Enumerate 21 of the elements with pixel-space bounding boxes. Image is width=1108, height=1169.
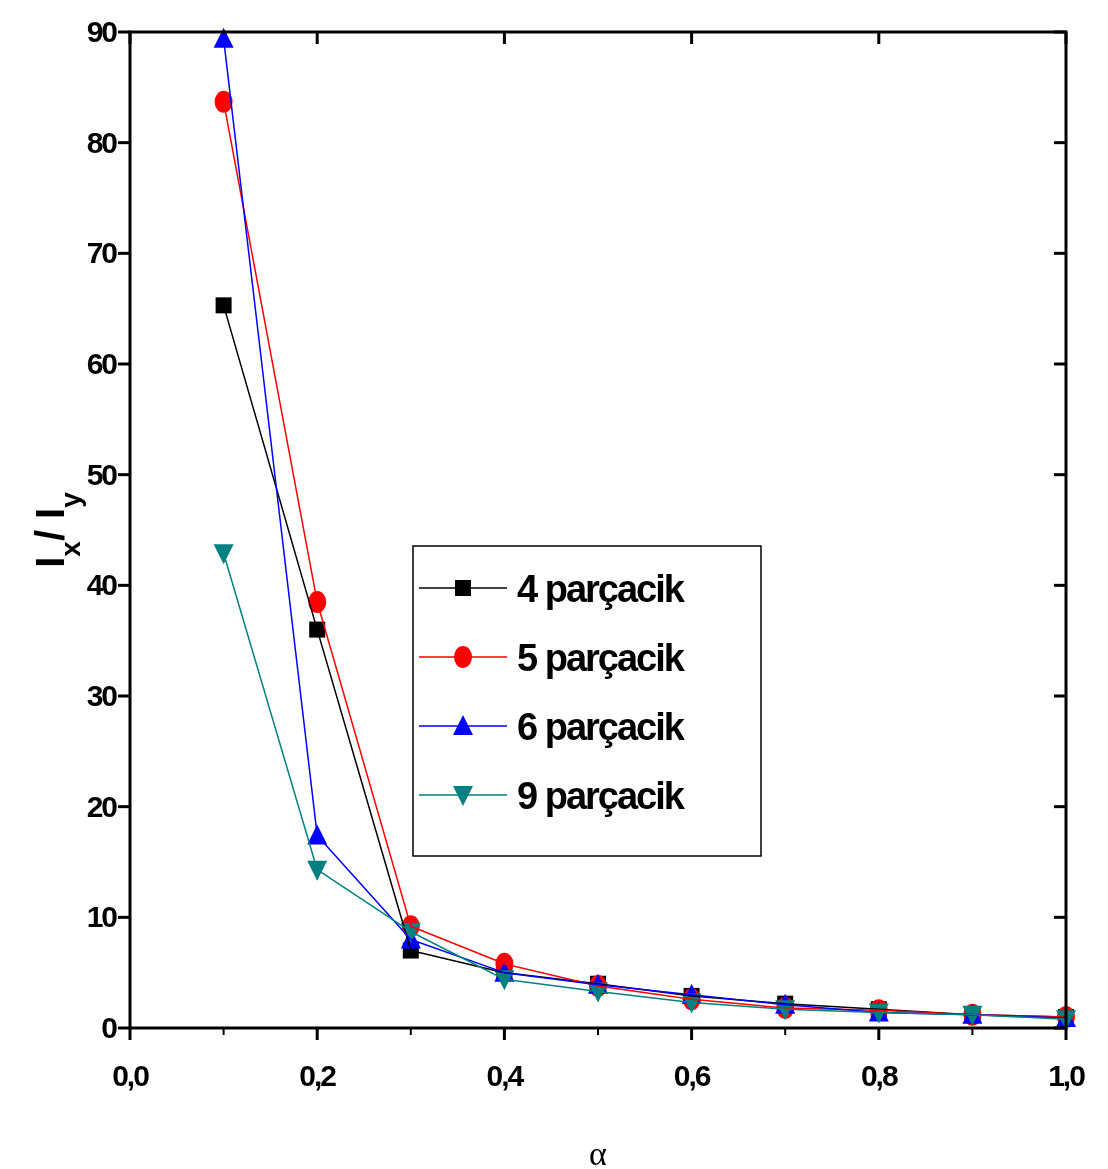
y-tick-label: 60 [86, 347, 118, 380]
x-tick-label: 1,0 [1048, 1059, 1086, 1092]
x-axis-title: α [589, 1135, 608, 1169]
y-tick-label: 40 [86, 568, 118, 602]
y-tick-label: 70 [86, 236, 118, 270]
y-tick-label: 10 [86, 900, 118, 934]
x-tick-label: 0,4 [486, 1059, 525, 1092]
x-tick-label: 0,2 [299, 1059, 337, 1092]
legend-label: 5 parçacik [517, 637, 686, 679]
x-tick-label: 0,8 [860, 1059, 898, 1092]
y-tick-label: 0 [101, 1011, 118, 1044]
y-tick-label: 20 [86, 789, 118, 823]
y-tick-label: 80 [86, 125, 118, 159]
legend-label: 4 parçacik [517, 568, 686, 610]
legend-label: 9 parçacik [517, 775, 686, 817]
y-tick-label: 30 [86, 679, 118, 712]
y-tick-label: 50 [86, 457, 118, 491]
y-tick-label: 90 [86, 15, 118, 48]
x-tick-label: 0,6 [673, 1059, 711, 1092]
legend-label: 6 parçacik [517, 706, 686, 748]
x-tick-label: 0,0 [112, 1059, 150, 1092]
